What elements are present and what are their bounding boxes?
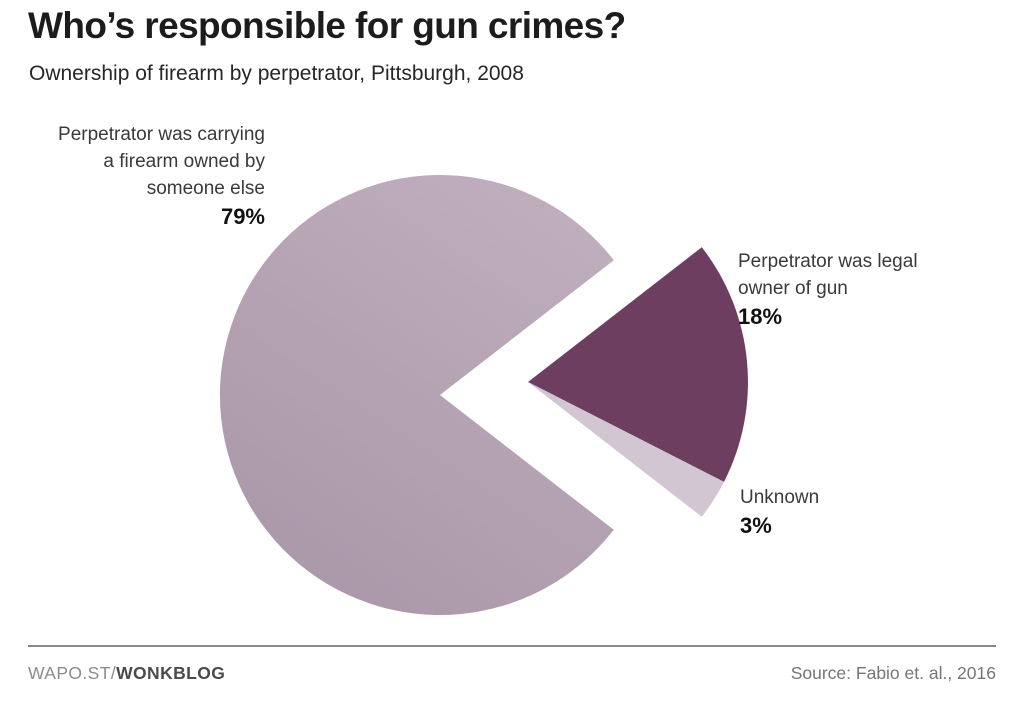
callout-unknown-line1: Unknown [740, 487, 820, 508]
pie-slice-unknown [528, 382, 724, 517]
page-subtitle: Ownership of firearm by perpetrator, Pit… [29, 62, 524, 85]
pie-slice-legal-owner [528, 247, 748, 482]
callout-someone-else-line1: Perpetrator was carrying [58, 124, 265, 145]
callout-someone-else-line2: a firearm owned by [103, 151, 265, 172]
callout-unknown: Unknown 3% [740, 484, 819, 541]
callout-someone-else: Perpetrator was carrying a firearm owned… [58, 121, 265, 232]
brand-name: WONKBLOG [116, 663, 226, 683]
callout-legal-owner-value: 18% [738, 304, 783, 329]
footer-divider [28, 645, 996, 647]
callout-legal-owner-line2: owner of gun [738, 278, 848, 299]
callout-someone-else-value: 79% [220, 204, 265, 229]
wonkblog-brand: WAPO.ST/WONKBLOG [28, 663, 225, 684]
callout-legal-owner: Perpetrator was legal owner of gun 18% [738, 248, 918, 332]
source-credit: Source: Fabio et. al., 2016 [790, 663, 996, 683]
callout-legal-owner-line1: Perpetrator was legal [738, 251, 918, 272]
pie-slice-someone-else [219, 174, 614, 615]
callout-unknown-value: 3% [740, 513, 772, 538]
brand-prefix: WAPO.ST/ [28, 663, 117, 683]
callout-someone-else-line3: someone else [146, 178, 265, 199]
page-title: Who’s responsible for gun crimes? [28, 5, 626, 46]
